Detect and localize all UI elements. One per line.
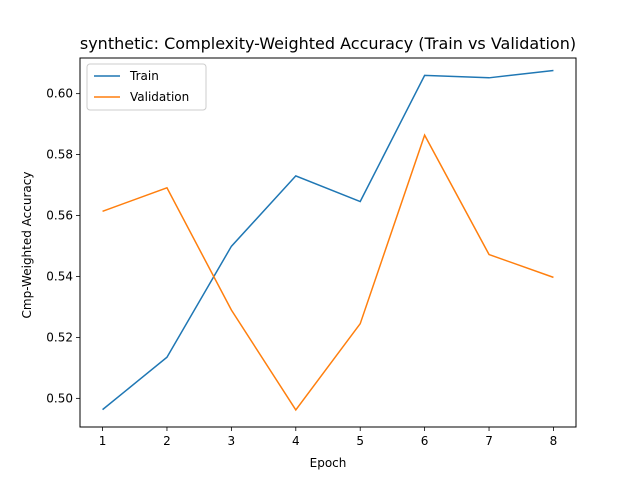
y-axis-label: Cmp-Weighted Accuracy [20, 172, 34, 319]
y-tick-label: 0.60 [46, 87, 73, 101]
legend: Train Validation [86, 63, 207, 111]
y-axis-ticks: 0.50 0.52 0.54 0.56 0.58 0.60 [46, 87, 80, 405]
x-tick-label: 4 [292, 434, 300, 448]
x-tick-label: 8 [550, 434, 558, 448]
plot-area [79, 57, 577, 428]
x-tick-label: 6 [421, 434, 429, 448]
x-tick-label: 1 [99, 434, 107, 448]
x-tick-label: 2 [163, 434, 171, 448]
x-tick-label: 5 [356, 434, 364, 448]
series-line-train [102, 69, 554, 411]
y-tick-label: 0.54 [46, 269, 73, 283]
legend-label-train: Train [129, 69, 159, 83]
x-tick-label: 7 [485, 434, 493, 448]
series-lines [102, 69, 554, 412]
y-tick-label: 0.52 [46, 330, 73, 344]
y-tick-label: 0.50 [46, 391, 73, 405]
legend-label-validation: Validation [130, 90, 189, 104]
x-axis-ticks: 1 2 3 4 5 6 7 8 [99, 427, 558, 448]
series-line-validation [102, 133, 554, 412]
x-axis-label: Epoch [310, 456, 347, 470]
y-tick-label: 0.58 [46, 148, 73, 162]
chart-title: synthetic: Complexity-Weighted Accuracy … [80, 34, 576, 53]
x-tick-label: 3 [228, 434, 236, 448]
y-tick-label: 0.56 [46, 209, 73, 223]
